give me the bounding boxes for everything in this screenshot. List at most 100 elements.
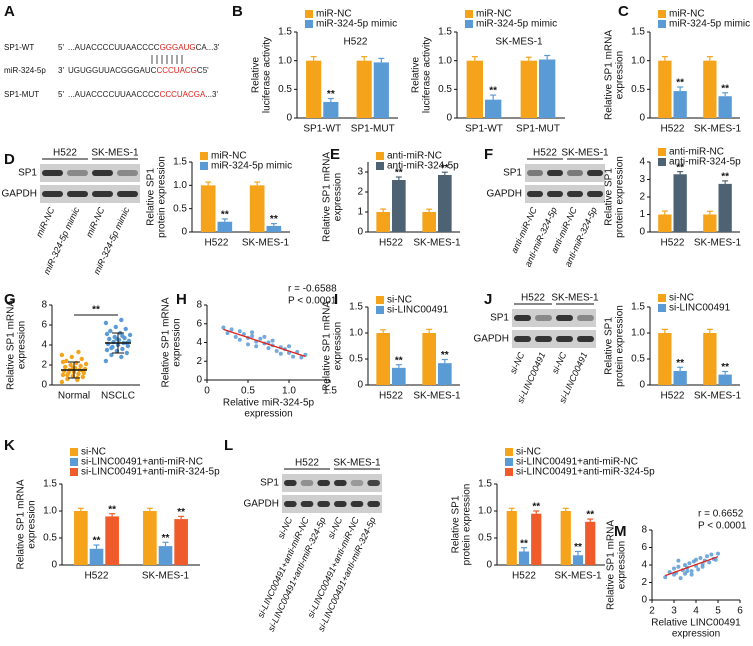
point <box>83 361 89 367</box>
group-label: SK-MES-1 <box>551 293 599 304</box>
legend-label: miR-324-5p mimic <box>476 19 557 30</box>
bar <box>673 91 687 118</box>
x-tick-label: 0 <box>204 386 210 397</box>
significance: ** <box>586 510 594 521</box>
group-label: H522 <box>53 148 77 159</box>
bar <box>422 333 436 385</box>
bar <box>392 180 406 232</box>
blot-band <box>92 170 113 176</box>
bar <box>373 62 389 118</box>
point <box>683 563 687 567</box>
point <box>103 358 109 364</box>
legend-swatch <box>658 20 666 28</box>
point <box>103 320 109 326</box>
y-tick-label: 2 <box>41 360 47 371</box>
point <box>64 358 69 364</box>
group-label: SK-MES-1 <box>561 148 609 159</box>
point <box>705 554 709 559</box>
lane-label: si-NC <box>508 350 527 375</box>
blot-band <box>567 170 583 176</box>
sequence-segment: GGGAUG <box>160 43 196 52</box>
x-tick-label: SP1-MUT <box>516 124 560 135</box>
blot-band <box>317 480 330 486</box>
point <box>119 354 124 360</box>
sequence-segment: CA...3' <box>196 43 220 52</box>
panel-label: D <box>4 151 15 168</box>
panel-label: G <box>4 291 16 308</box>
sequence-segment: ...AUACCCCUUAACCCC <box>68 43 160 52</box>
x-tick-label: SK-MES-1 <box>694 238 742 249</box>
panel-label: B <box>232 3 243 20</box>
y-tick-label: 1.0 <box>631 328 645 339</box>
significance: ** <box>177 507 185 518</box>
blot-band <box>284 480 297 486</box>
y-tick-label: 0.5 <box>43 533 57 544</box>
bar <box>703 333 717 385</box>
bar <box>323 101 339 118</box>
x-tick-label: NSCLC <box>101 391 135 402</box>
x-tick-label: H522 <box>379 238 403 249</box>
y-axis-label: expression <box>172 318 183 366</box>
point <box>685 569 690 574</box>
y-axis-label: Relative SP1 mRNA <box>322 301 333 391</box>
point <box>270 338 275 343</box>
point <box>119 317 124 323</box>
point <box>274 348 279 353</box>
x-tick-label: H522 <box>661 391 685 402</box>
legend-swatch <box>70 448 78 456</box>
y-tick-label: 8 <box>196 300 202 311</box>
point <box>60 372 66 378</box>
point <box>689 569 694 574</box>
fit-line <box>664 556 719 577</box>
panel-label: E <box>330 146 340 163</box>
y-axis-label: luciferase activity <box>422 37 433 113</box>
row-label: GAPDH <box>243 499 279 510</box>
y-tick-label: 1 <box>357 207 363 218</box>
y-axis-label: luciferase activity <box>262 37 273 113</box>
point <box>76 349 81 355</box>
x-axis-label: expression <box>672 629 720 640</box>
panel-label: I <box>334 291 338 308</box>
legend-swatch <box>658 158 666 166</box>
y-tick-label: 0.5 <box>173 203 187 214</box>
legend-label: miR-324-5p mimic <box>211 161 292 172</box>
blot-band <box>350 501 364 507</box>
blot-band <box>350 480 364 486</box>
y-tick-label: 0.5 <box>631 354 645 365</box>
y-axis-label: Relative <box>411 57 422 94</box>
point <box>120 346 125 352</box>
x-tick-label: SK-MES-1 <box>242 238 290 249</box>
y-axis-label: Relative <box>251 57 262 94</box>
significance: ** <box>270 214 278 225</box>
x-tick-label: H522 <box>379 391 403 402</box>
y-tick-label: 1.0 <box>478 506 492 517</box>
legend-swatch <box>505 458 513 466</box>
sequence: ...AUACCCCUUAACCCCCCCUACGA...3' <box>68 90 218 99</box>
point <box>716 551 720 556</box>
row-label: GAPDH <box>486 189 522 200</box>
blot-band <box>527 170 543 176</box>
sequence-segment: C <box>197 66 203 75</box>
bar <box>518 551 530 565</box>
legend-swatch <box>658 304 666 312</box>
point <box>229 327 234 332</box>
legend-label: miR-NC <box>211 151 247 162</box>
y-tick-label: 0 <box>181 227 187 238</box>
significance: ** <box>676 78 684 89</box>
x-tick-label: 3 <box>671 606 677 617</box>
point <box>709 552 714 557</box>
point <box>120 333 125 339</box>
x-tick-label: H522 <box>85 571 109 582</box>
bar <box>718 374 732 385</box>
legend-swatch <box>376 296 384 304</box>
point <box>107 336 112 342</box>
x-tick-label: 6 <box>737 606 743 617</box>
point <box>109 352 114 358</box>
legend-label: si-LINC00491 <box>669 303 731 314</box>
y-tick-label: 0.5 <box>349 354 363 365</box>
legend-swatch <box>70 458 78 466</box>
legend-label: miR-324-5p mimic <box>669 19 750 30</box>
x-tick-label: H522 <box>661 124 685 135</box>
group-label: SK-MES-1 <box>91 148 139 159</box>
row-label: SP1 <box>503 168 522 179</box>
